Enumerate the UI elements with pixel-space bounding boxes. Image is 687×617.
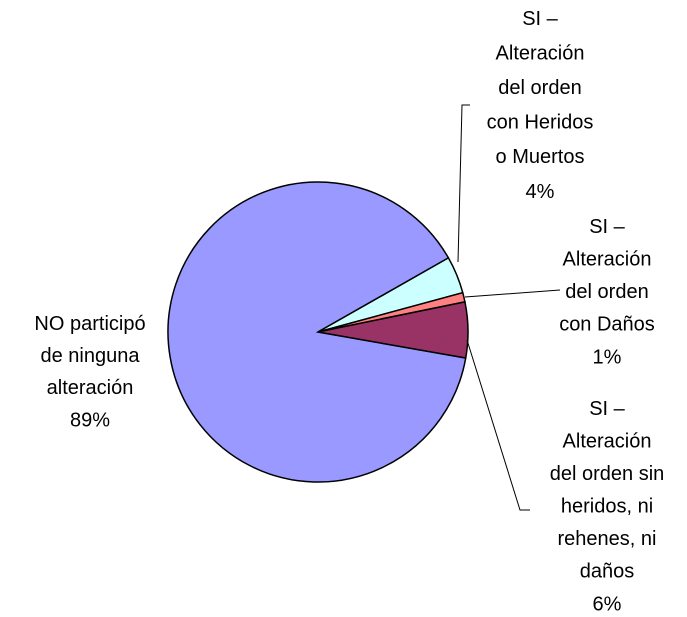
value-label: 6% xyxy=(593,593,622,615)
slice-label: NO participó de ninguna alteración xyxy=(34,313,145,399)
pie-slice xyxy=(317,300,469,359)
label-line: SI – xyxy=(589,398,625,420)
label-line: Alteración xyxy=(563,249,652,271)
leader-line xyxy=(457,104,470,263)
value-label: 89% xyxy=(70,409,110,431)
label-line: de ninguna xyxy=(41,345,141,367)
leader-line xyxy=(464,289,561,298)
label-line: heridos, ni xyxy=(561,496,653,518)
label-line: daños xyxy=(580,561,635,583)
value-label: 4% xyxy=(526,181,555,203)
label-line: alteración xyxy=(47,377,134,399)
label-line: SI – xyxy=(589,216,625,238)
pie-slice xyxy=(167,181,467,483)
label-line: del orden xyxy=(565,281,648,303)
label-line: Alteración xyxy=(563,431,652,453)
label-line: SI – xyxy=(522,8,558,30)
label-line: o Muertos xyxy=(496,146,585,168)
label-line: con Daños xyxy=(559,314,655,336)
value-label: 1% xyxy=(593,346,622,368)
label-line: del orden sin xyxy=(550,463,665,485)
label-line: NO participó xyxy=(34,313,145,335)
slice-label: SI – Alteración del orden con Heridos o Muer… xyxy=(487,8,594,168)
label-line: con Heridos xyxy=(487,112,594,134)
label-line: Alteración xyxy=(496,43,585,65)
label-line: rehenes, ni xyxy=(558,528,657,550)
slice-label: SI – Alteración del orden con Daños xyxy=(559,216,655,336)
leader-line xyxy=(466,339,530,511)
slice-label: SI – Alteración del orden sin heridos, ni re… xyxy=(550,398,665,583)
label-line: del orden xyxy=(498,77,581,99)
